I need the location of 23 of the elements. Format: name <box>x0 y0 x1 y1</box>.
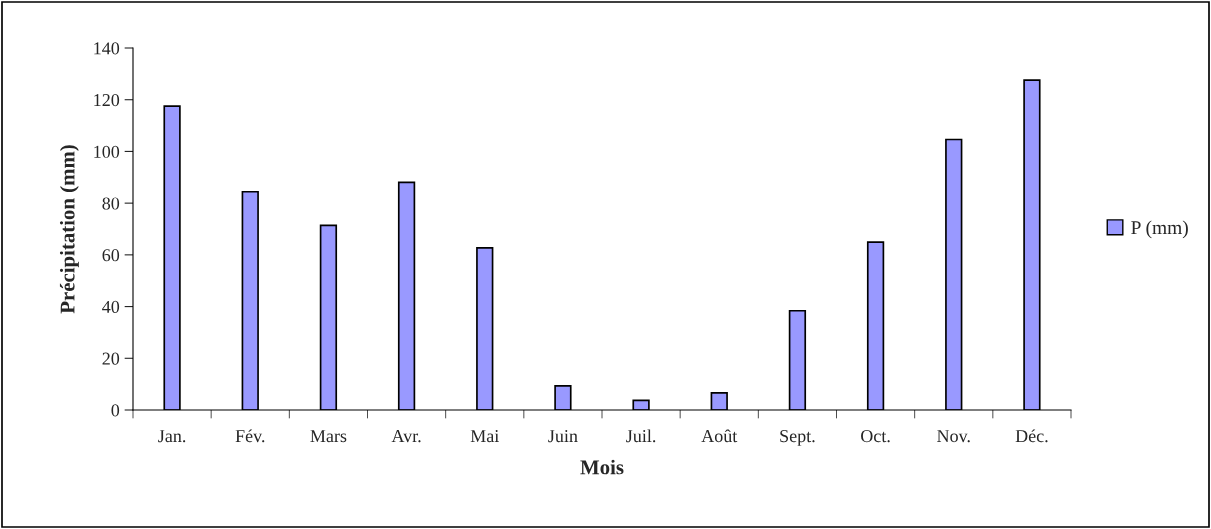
x-tick-label: Sept. <box>780 430 815 446</box>
x-tick-label: Août <box>701 429 738 443</box>
x-axis-title: Mois <box>580 459 624 475</box>
x-tick-label: Juil. <box>626 429 656 443</box>
y-tick-label: 60 <box>102 249 120 262</box>
x-tick-label: Avr. <box>391 430 421 443</box>
y-tick-label: 0 <box>111 404 120 417</box>
y-axis-title: Précipitation (mm) <box>59 145 79 314</box>
x-tick-label: Nov. <box>937 430 970 443</box>
x-tick-label: Juin <box>548 430 578 443</box>
y-tick-label: 20 <box>102 352 120 365</box>
y-tick-label: 140 <box>94 42 120 55</box>
y-tick-label: 100 <box>94 145 120 158</box>
x-tick-label: Mai <box>470 430 499 443</box>
x-tick-label: Jan. <box>158 430 186 443</box>
x-tick-label: Fév. <box>235 429 265 443</box>
y-tick-label: 40 <box>102 300 120 314</box>
y-tick-label: 80 <box>102 197 120 210</box>
legend-label: P (mm) <box>1131 220 1188 239</box>
x-tick-label: Mars <box>310 430 347 443</box>
y-tick-label: 120 <box>94 93 120 107</box>
x-tick-label: Oct. <box>861 430 890 443</box>
x-tick-label: Déc. <box>1015 429 1048 443</box>
